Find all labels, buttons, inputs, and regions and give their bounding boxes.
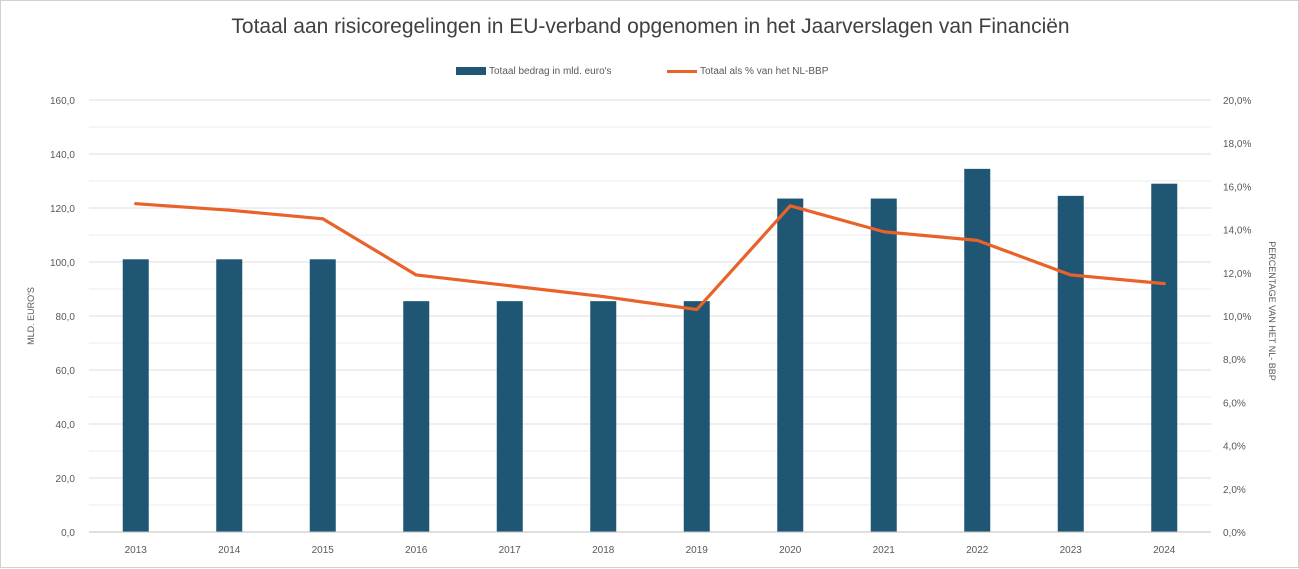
y2-tick-label: 16,0% (1223, 182, 1251, 193)
line-point (882, 230, 886, 234)
y2-tick-label: 20,0% (1223, 96, 1251, 107)
gridlines (89, 99, 1211, 533)
line-point (134, 202, 138, 206)
y2-tick-label: 0,0% (1223, 528, 1246, 539)
line-point (788, 204, 792, 208)
y-tick-label: 60,0 (56, 366, 76, 377)
legend-item-line: Totaal als % van het NL-BBP (667, 61, 828, 81)
y-tick-label: 80,0 (56, 312, 76, 323)
bar (683, 301, 710, 532)
bar (964, 168, 991, 532)
line-series (134, 202, 1166, 312)
y-tick-label: 40,0 (56, 420, 76, 431)
y-tick-label: 0,0 (61, 528, 75, 539)
y2-tick-label: 4,0% (1223, 442, 1246, 453)
legend-swatch-bar (456, 67, 486, 75)
line-point (975, 238, 979, 242)
x-tick-label: 2014 (218, 545, 241, 556)
bar (496, 301, 523, 532)
bar (870, 198, 897, 533)
x-tick-label: 2023 (1060, 545, 1083, 556)
bar (309, 259, 336, 532)
y2-tick-label: 14,0% (1223, 226, 1251, 237)
line-point (321, 217, 325, 221)
chart-legend: Totaal bedrag in mld. euro's Totaal als … (1, 61, 1299, 81)
line-point (1162, 282, 1166, 286)
bar-series (122, 168, 1178, 533)
x-tick-label: 2019 (686, 545, 709, 556)
x-tick-label: 2017 (499, 545, 522, 556)
y2-tick-label: 18,0% (1223, 139, 1251, 150)
bar (777, 198, 804, 533)
y-tick-label: 140,0 (50, 150, 75, 161)
y-tick-label: 100,0 (50, 258, 75, 269)
legend-label-bar: Totaal bedrag in mld. euro's (489, 65, 612, 77)
x-tick-label: 2022 (966, 545, 989, 556)
x-tick-label: 2013 (125, 545, 148, 556)
line-point (227, 208, 231, 212)
y2-tick-label: 8,0% (1223, 355, 1246, 366)
bar (216, 259, 243, 532)
legend-item-bar: Totaal bedrag in mld. euro's (456, 61, 612, 81)
bar (403, 301, 430, 532)
line-point (695, 308, 699, 312)
x-tick-label: 2015 (312, 545, 335, 556)
bar (122, 259, 149, 532)
x-tick-label: 2018 (592, 545, 615, 556)
y-axis-title: MLD. EURO'S (26, 287, 36, 345)
y-tick-label: 120,0 (50, 204, 75, 215)
y2-axis-title: PERCENTAGE VAN HET NL- BBP (1267, 241, 1277, 381)
line-point (414, 273, 418, 277)
line-series-path (134, 202, 1166, 312)
y-tick-label: 160,0 (50, 96, 75, 107)
chart-title: Totaal aan risicoregelingen in EU-verban… (231, 15, 1070, 38)
y2-tick-label: 2,0% (1223, 485, 1246, 496)
bar (1151, 183, 1178, 532)
y2-tick-label: 10,0% (1223, 312, 1251, 323)
legend-swatch-line (667, 69, 697, 73)
bar (1057, 195, 1084, 532)
x-tick-label: 2024 (1153, 545, 1176, 556)
x-tick-label: 2021 (873, 545, 896, 556)
y2-tick-label: 12,0% (1223, 269, 1251, 280)
bar (590, 301, 617, 532)
x-tick-label: 2016 (405, 545, 428, 556)
y2-tick-label: 6,0% (1223, 398, 1246, 409)
axes: 0,0 20,0 40,0 60,0 80,0 100,0 120,0 140,0 160,0 0… (26, 96, 1277, 556)
y-tick-label: 20,0 (56, 474, 76, 485)
x-tick-label: 2020 (779, 545, 802, 556)
line-point (508, 284, 512, 288)
line-point (601, 295, 605, 299)
line-point (1069, 273, 1073, 277)
legend-label-line: Totaal als % van het NL-BBP (700, 65, 829, 77)
